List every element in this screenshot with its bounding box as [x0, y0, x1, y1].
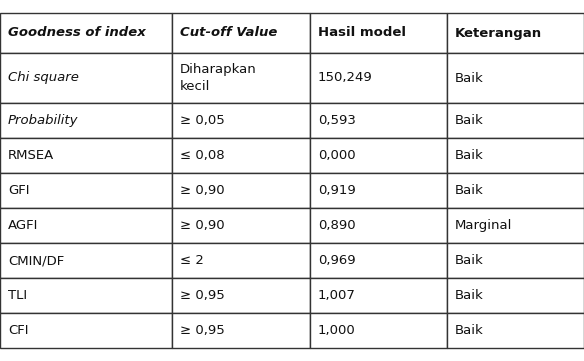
Bar	[447, 173, 584, 208]
Text: Probability: Probability	[8, 114, 78, 127]
Bar	[310, 313, 447, 348]
Text: Baik: Baik	[455, 149, 484, 162]
Text: 0,919: 0,919	[318, 184, 356, 197]
Bar	[0, 243, 172, 278]
Text: Baik: Baik	[455, 114, 484, 127]
Bar	[310, 278, 447, 313]
Bar	[172, 208, 310, 243]
Bar	[310, 173, 447, 208]
Text: TLI: TLI	[8, 289, 27, 302]
Bar	[0, 138, 172, 173]
Text: Baik: Baik	[455, 324, 484, 337]
Bar	[0, 13, 172, 53]
Bar	[172, 138, 310, 173]
Bar	[310, 13, 447, 53]
Bar	[0, 278, 172, 313]
Bar	[172, 53, 310, 103]
Bar	[0, 313, 172, 348]
Text: AGFI: AGFI	[8, 219, 39, 232]
Bar	[172, 313, 310, 348]
Bar	[172, 243, 310, 278]
Text: ≥ 0,05: ≥ 0,05	[180, 114, 225, 127]
Bar	[447, 313, 584, 348]
Bar	[0, 208, 172, 243]
Bar	[447, 13, 584, 53]
Text: Keterangan: Keterangan	[455, 26, 542, 39]
Text: Marginal: Marginal	[455, 219, 512, 232]
Bar	[172, 173, 310, 208]
Text: 0,593: 0,593	[318, 114, 356, 127]
Bar	[0, 173, 172, 208]
Text: Baik: Baik	[455, 184, 484, 197]
Bar	[0, 103, 172, 138]
Bar	[310, 53, 447, 103]
Text: ≥ 0,90: ≥ 0,90	[180, 219, 225, 232]
Bar	[447, 208, 584, 243]
Text: ≥ 0,95: ≥ 0,95	[180, 289, 225, 302]
Bar	[447, 103, 584, 138]
Text: CFI: CFI	[8, 324, 29, 337]
Text: Goodness of index: Goodness of index	[8, 26, 146, 39]
Bar	[172, 13, 310, 53]
Text: 0,890: 0,890	[318, 219, 356, 232]
Text: ≤ 0,08: ≤ 0,08	[180, 149, 225, 162]
Text: CMIN/DF: CMIN/DF	[8, 254, 64, 267]
Bar	[447, 53, 584, 103]
Text: ≥ 0,90: ≥ 0,90	[180, 184, 225, 197]
Text: ≥ 0,95: ≥ 0,95	[180, 324, 225, 337]
Text: 1,000: 1,000	[318, 324, 356, 337]
Text: Baik: Baik	[455, 289, 484, 302]
Text: Cut-off Value: Cut-off Value	[180, 26, 277, 39]
Text: Baik: Baik	[455, 254, 484, 267]
Bar	[447, 243, 584, 278]
Text: Diharapkan
kecil: Diharapkan kecil	[180, 62, 257, 93]
Bar	[310, 243, 447, 278]
Text: RMSEA: RMSEA	[8, 149, 54, 162]
Bar	[172, 278, 310, 313]
Bar	[447, 278, 584, 313]
Text: Hasil model: Hasil model	[318, 26, 406, 39]
Text: Baik: Baik	[455, 71, 484, 84]
Text: ≤ 2: ≤ 2	[180, 254, 204, 267]
Text: 0,000: 0,000	[318, 149, 356, 162]
Bar	[310, 208, 447, 243]
Bar	[310, 103, 447, 138]
Bar	[172, 103, 310, 138]
Text: 150,249: 150,249	[318, 71, 373, 84]
Text: 0,969: 0,969	[318, 254, 356, 267]
Bar	[447, 138, 584, 173]
Bar	[0, 53, 172, 103]
Text: Chi square: Chi square	[8, 71, 79, 84]
Text: GFI: GFI	[8, 184, 30, 197]
Bar	[310, 138, 447, 173]
Text: 1,007: 1,007	[318, 289, 356, 302]
